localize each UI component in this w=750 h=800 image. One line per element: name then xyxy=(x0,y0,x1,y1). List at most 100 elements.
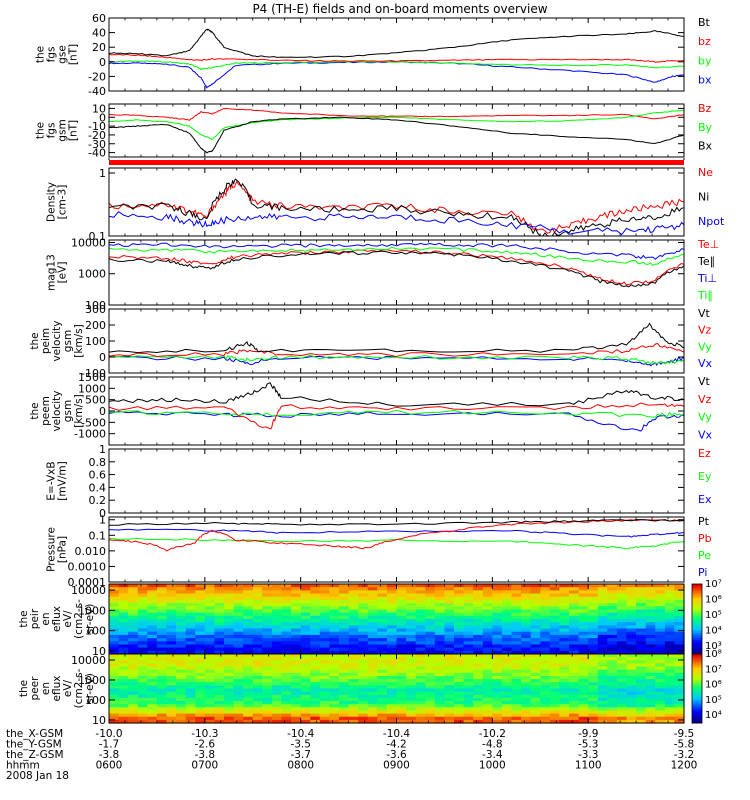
heatmap-cell xyxy=(655,603,666,607)
heatmap-cell xyxy=(444,650,455,655)
heatmap-cell xyxy=(645,666,656,671)
heatmap-cell xyxy=(377,719,388,724)
heatmap-cell xyxy=(300,694,311,699)
heatmap-cell xyxy=(310,587,321,591)
heatmap-cell xyxy=(329,622,340,626)
heatmap-cell xyxy=(185,660,196,664)
heatmap-cell xyxy=(109,691,120,696)
heatmap-cell xyxy=(147,666,158,671)
heatmap-cell xyxy=(674,615,685,620)
heatmap-cell xyxy=(511,704,522,708)
heatmap-cell xyxy=(616,710,628,715)
heatmap-cell xyxy=(434,628,445,633)
heatmap-cell xyxy=(530,654,541,658)
heatmap-cell xyxy=(549,587,560,591)
heatmap-cell xyxy=(386,719,398,724)
heatmap-cell xyxy=(224,691,235,696)
heatmap-cell xyxy=(463,603,474,607)
heatmap-cell xyxy=(425,682,436,686)
heatmap-cell xyxy=(626,603,637,607)
heatmap-cell xyxy=(291,631,302,636)
heatmap-cell xyxy=(319,701,330,705)
heatmap-cell xyxy=(367,615,378,620)
heatmap-cell xyxy=(329,596,340,601)
heatmap-cell xyxy=(415,679,426,683)
heatmap-cell xyxy=(252,596,263,601)
heatmap-cell xyxy=(492,713,503,718)
heatmap-cell xyxy=(118,666,129,671)
heatmap-cell xyxy=(224,590,235,595)
heatmap-cell xyxy=(319,666,330,671)
heatmap-cell xyxy=(482,590,493,595)
heatmap-cell xyxy=(463,716,474,721)
y-tick-label: 0.010 xyxy=(75,545,107,558)
legend-label: Ti∥ xyxy=(697,289,713,302)
heatmap-cell xyxy=(271,694,283,699)
heatmap-cell xyxy=(367,625,378,630)
heatmap-cell xyxy=(549,631,560,636)
heatmap-cell xyxy=(329,612,340,617)
heatmap-cell xyxy=(674,676,685,680)
heatmap-cell xyxy=(233,625,244,630)
heatmap-cell xyxy=(176,603,187,607)
heatmap-cell xyxy=(444,609,455,614)
heatmap-cell xyxy=(386,622,398,626)
heatmap-cell xyxy=(454,719,465,724)
heatmap-cell xyxy=(569,666,580,671)
heatmap-cell xyxy=(636,625,647,630)
heatmap-cell xyxy=(367,666,378,671)
y-axis-label: eflux xyxy=(51,606,63,632)
heatmap-cell xyxy=(252,622,263,626)
heatmap-cell xyxy=(415,625,426,630)
heatmap-cell xyxy=(147,641,158,646)
heatmap-cell xyxy=(674,587,685,591)
heatmap-cell xyxy=(549,641,560,646)
heatmap-cell xyxy=(348,707,359,711)
heatmap-cell xyxy=(406,719,417,724)
heatmap-cell xyxy=(569,634,580,639)
y-axis-label: fgs xyxy=(46,47,58,63)
heatmap-cell xyxy=(425,688,436,693)
heatmap-cell xyxy=(156,691,168,696)
heatmap-cell xyxy=(339,682,350,686)
heatmap-cell xyxy=(109,663,120,668)
heatmap-cell xyxy=(664,676,675,680)
heatmap-cell xyxy=(300,593,311,598)
heatmap-cell xyxy=(281,606,292,611)
heatmap-cell xyxy=(501,606,513,611)
heatmap-cell xyxy=(434,647,445,652)
heatmap-cell xyxy=(540,688,551,693)
heatmap-cell xyxy=(233,666,244,671)
y-axis-label: the xyxy=(18,680,30,697)
heatmap-cell xyxy=(434,584,445,588)
colorbar-segment xyxy=(692,642,702,646)
heatmap-cell xyxy=(156,634,168,639)
heatmap-cell xyxy=(454,641,465,646)
heatmap-cell xyxy=(597,685,608,690)
heatmap-cell xyxy=(415,587,426,591)
heatmap-cell xyxy=(434,663,445,668)
heatmap-cell xyxy=(176,596,187,601)
heatmap-cell xyxy=(176,612,187,617)
heatmap-cell xyxy=(358,619,369,623)
heatmap-cell xyxy=(434,685,445,690)
heatmap-cell xyxy=(588,587,599,591)
heatmap-cell xyxy=(396,644,407,649)
heatmap-cell xyxy=(185,599,196,604)
heatmap-cell xyxy=(664,590,675,595)
heatmap-cell xyxy=(348,685,359,690)
heatmap-cell xyxy=(147,609,158,614)
heatmap-cell xyxy=(492,650,503,655)
heatmap-cell xyxy=(252,682,263,686)
heatmap-cell xyxy=(454,663,465,668)
heatmap-cell xyxy=(655,701,666,705)
colorbar-segment xyxy=(692,674,702,678)
heatmap-cell xyxy=(415,685,426,690)
heatmap-cell xyxy=(540,628,551,633)
heatmap-cell xyxy=(406,612,417,617)
heatmap-cell xyxy=(367,654,378,658)
heatmap-cell xyxy=(339,716,350,721)
heatmap-cell xyxy=(425,625,436,630)
heatmap-cell xyxy=(492,603,503,607)
heatmap-cell xyxy=(348,619,359,623)
